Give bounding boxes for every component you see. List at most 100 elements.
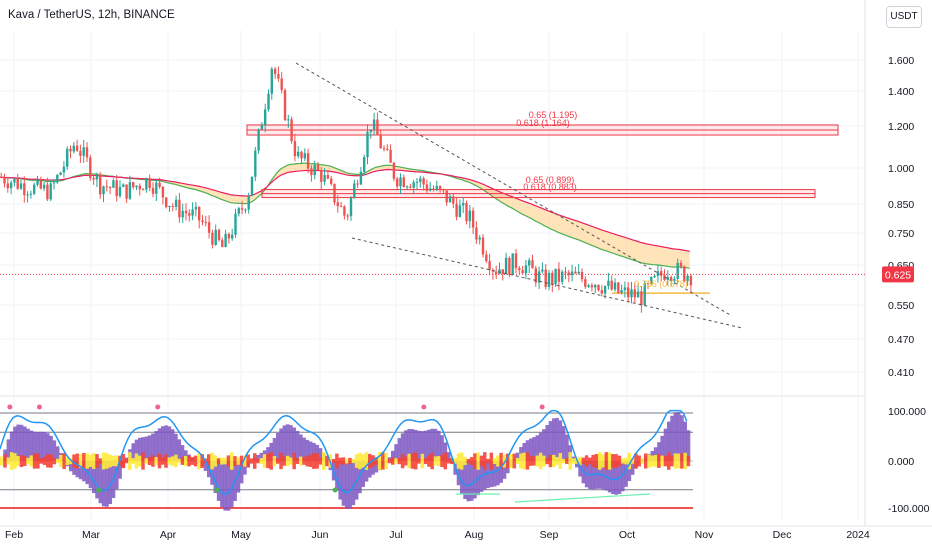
osc-momentum-bar bbox=[391, 457, 395, 465]
candle-body bbox=[23, 183, 26, 196]
candle-body bbox=[6, 183, 9, 189]
osc-momentum-bar bbox=[410, 453, 415, 469]
osc-histogram-bar bbox=[236, 461, 241, 493]
osc-momentum-bar bbox=[680, 453, 684, 469]
osc-momentum-bar bbox=[594, 454, 599, 468]
candle-body bbox=[458, 205, 462, 217]
candle-body bbox=[528, 260, 531, 266]
osc-histogram-bar bbox=[394, 444, 398, 461]
currency-button[interactable]: USDT bbox=[886, 6, 922, 28]
osc-momentum-bar bbox=[29, 455, 34, 467]
candle-body bbox=[419, 178, 422, 182]
osc-momentum-bar bbox=[377, 452, 382, 470]
osc-histogram-bar bbox=[338, 461, 343, 500]
osc-histogram-bar bbox=[92, 461, 96, 494]
osc-momentum-bar bbox=[276, 458, 280, 464]
osc-momentum-bar bbox=[660, 455, 664, 467]
candle-body bbox=[557, 268, 561, 282]
osc-momentum-bar bbox=[341, 457, 346, 465]
osc-momentum-bar bbox=[601, 454, 605, 468]
osc-momentum-bar bbox=[686, 455, 691, 467]
osc-momentum-bar bbox=[446, 458, 451, 464]
osc-momentum-bar bbox=[259, 458, 264, 464]
osc-momentum-bar bbox=[49, 454, 53, 468]
candle-body bbox=[448, 196, 452, 203]
osc-histogram-bar bbox=[538, 432, 543, 461]
candle-body bbox=[396, 178, 399, 187]
osc-momentum-bar bbox=[128, 452, 132, 470]
candle-body bbox=[412, 182, 415, 188]
osc-momentum-bar bbox=[236, 457, 241, 465]
osc-momentum-bar bbox=[111, 455, 116, 467]
osc-momentum-bar bbox=[72, 454, 76, 468]
candle-body bbox=[165, 197, 168, 207]
osc-histogram-bar bbox=[276, 432, 280, 461]
oscillator-pane bbox=[0, 404, 693, 511]
candle-body bbox=[392, 162, 396, 179]
osc-momentum-bar bbox=[131, 458, 135, 464]
osc-histogram-bar bbox=[36, 431, 40, 461]
osc-momentum-bar bbox=[400, 453, 405, 469]
osc-histogram-bar bbox=[13, 426, 17, 461]
osc-histogram-bar bbox=[279, 428, 283, 461]
osc-histogram-bar bbox=[657, 442, 661, 461]
candle-body bbox=[257, 129, 260, 151]
candle-body bbox=[181, 210, 184, 218]
osc-momentum-bar bbox=[561, 458, 566, 464]
candle-body bbox=[590, 285, 594, 288]
osc-momentum-bar bbox=[394, 458, 398, 464]
osc-momentum-bar bbox=[39, 458, 43, 464]
candle-body bbox=[270, 68, 273, 94]
candle-body bbox=[686, 275, 689, 282]
candle-body bbox=[452, 196, 455, 204]
candle-body bbox=[108, 187, 112, 189]
osc-histogram-bar bbox=[460, 461, 464, 494]
osc-momentum-bar bbox=[532, 456, 536, 466]
osc-histogram-bar bbox=[95, 461, 99, 499]
candle-body bbox=[79, 150, 82, 156]
candle-body bbox=[518, 268, 521, 271]
candle-body bbox=[653, 275, 656, 278]
candle-body bbox=[125, 184, 128, 199]
osc-momentum-bar bbox=[305, 455, 310, 467]
osc-histogram-bar bbox=[430, 428, 435, 461]
candle-body bbox=[148, 178, 151, 189]
osc-histogram-bar bbox=[269, 442, 274, 461]
osc-momentum-bar bbox=[456, 453, 461, 469]
osc-signal-dot bbox=[155, 404, 161, 410]
osc-momentum-bar bbox=[644, 453, 648, 469]
candle-body bbox=[623, 287, 627, 291]
osc-histogram-bar bbox=[499, 461, 504, 483]
osc-histogram-bar bbox=[686, 430, 691, 461]
osc-histogram-bar bbox=[545, 425, 550, 461]
candle-body bbox=[399, 177, 402, 187]
candle-body bbox=[541, 269, 544, 272]
osc-momentum-bar bbox=[496, 455, 500, 467]
candle-body bbox=[495, 271, 498, 274]
osc-momentum-bar bbox=[266, 453, 270, 469]
osc-momentum-bar bbox=[249, 458, 254, 464]
osc-momentum-bar bbox=[607, 452, 612, 470]
month-label: Nov bbox=[695, 529, 714, 541]
candle-body bbox=[534, 268, 537, 283]
osc-momentum-bar bbox=[555, 457, 559, 465]
price-tick-label: 0.550 bbox=[888, 300, 914, 312]
osc-momentum-bar bbox=[220, 457, 224, 465]
osc-momentum-bar bbox=[450, 457, 454, 465]
candle-body bbox=[405, 186, 409, 188]
candle-body bbox=[660, 271, 663, 276]
candle-body bbox=[617, 282, 620, 293]
candle-body bbox=[168, 206, 171, 208]
osc-momentum-bar bbox=[469, 457, 474, 465]
osc-momentum-bar bbox=[134, 453, 139, 469]
candle-body bbox=[369, 129, 372, 132]
osc-momentum-bar bbox=[282, 456, 287, 466]
osc-momentum-bar bbox=[289, 457, 293, 465]
month-label: May bbox=[231, 529, 252, 541]
osc-momentum-bar bbox=[673, 453, 678, 469]
candle-body bbox=[663, 275, 666, 280]
candle-body bbox=[323, 175, 326, 182]
price-tick-label: 1.600 bbox=[888, 55, 914, 67]
osc-momentum-bar bbox=[345, 458, 349, 464]
